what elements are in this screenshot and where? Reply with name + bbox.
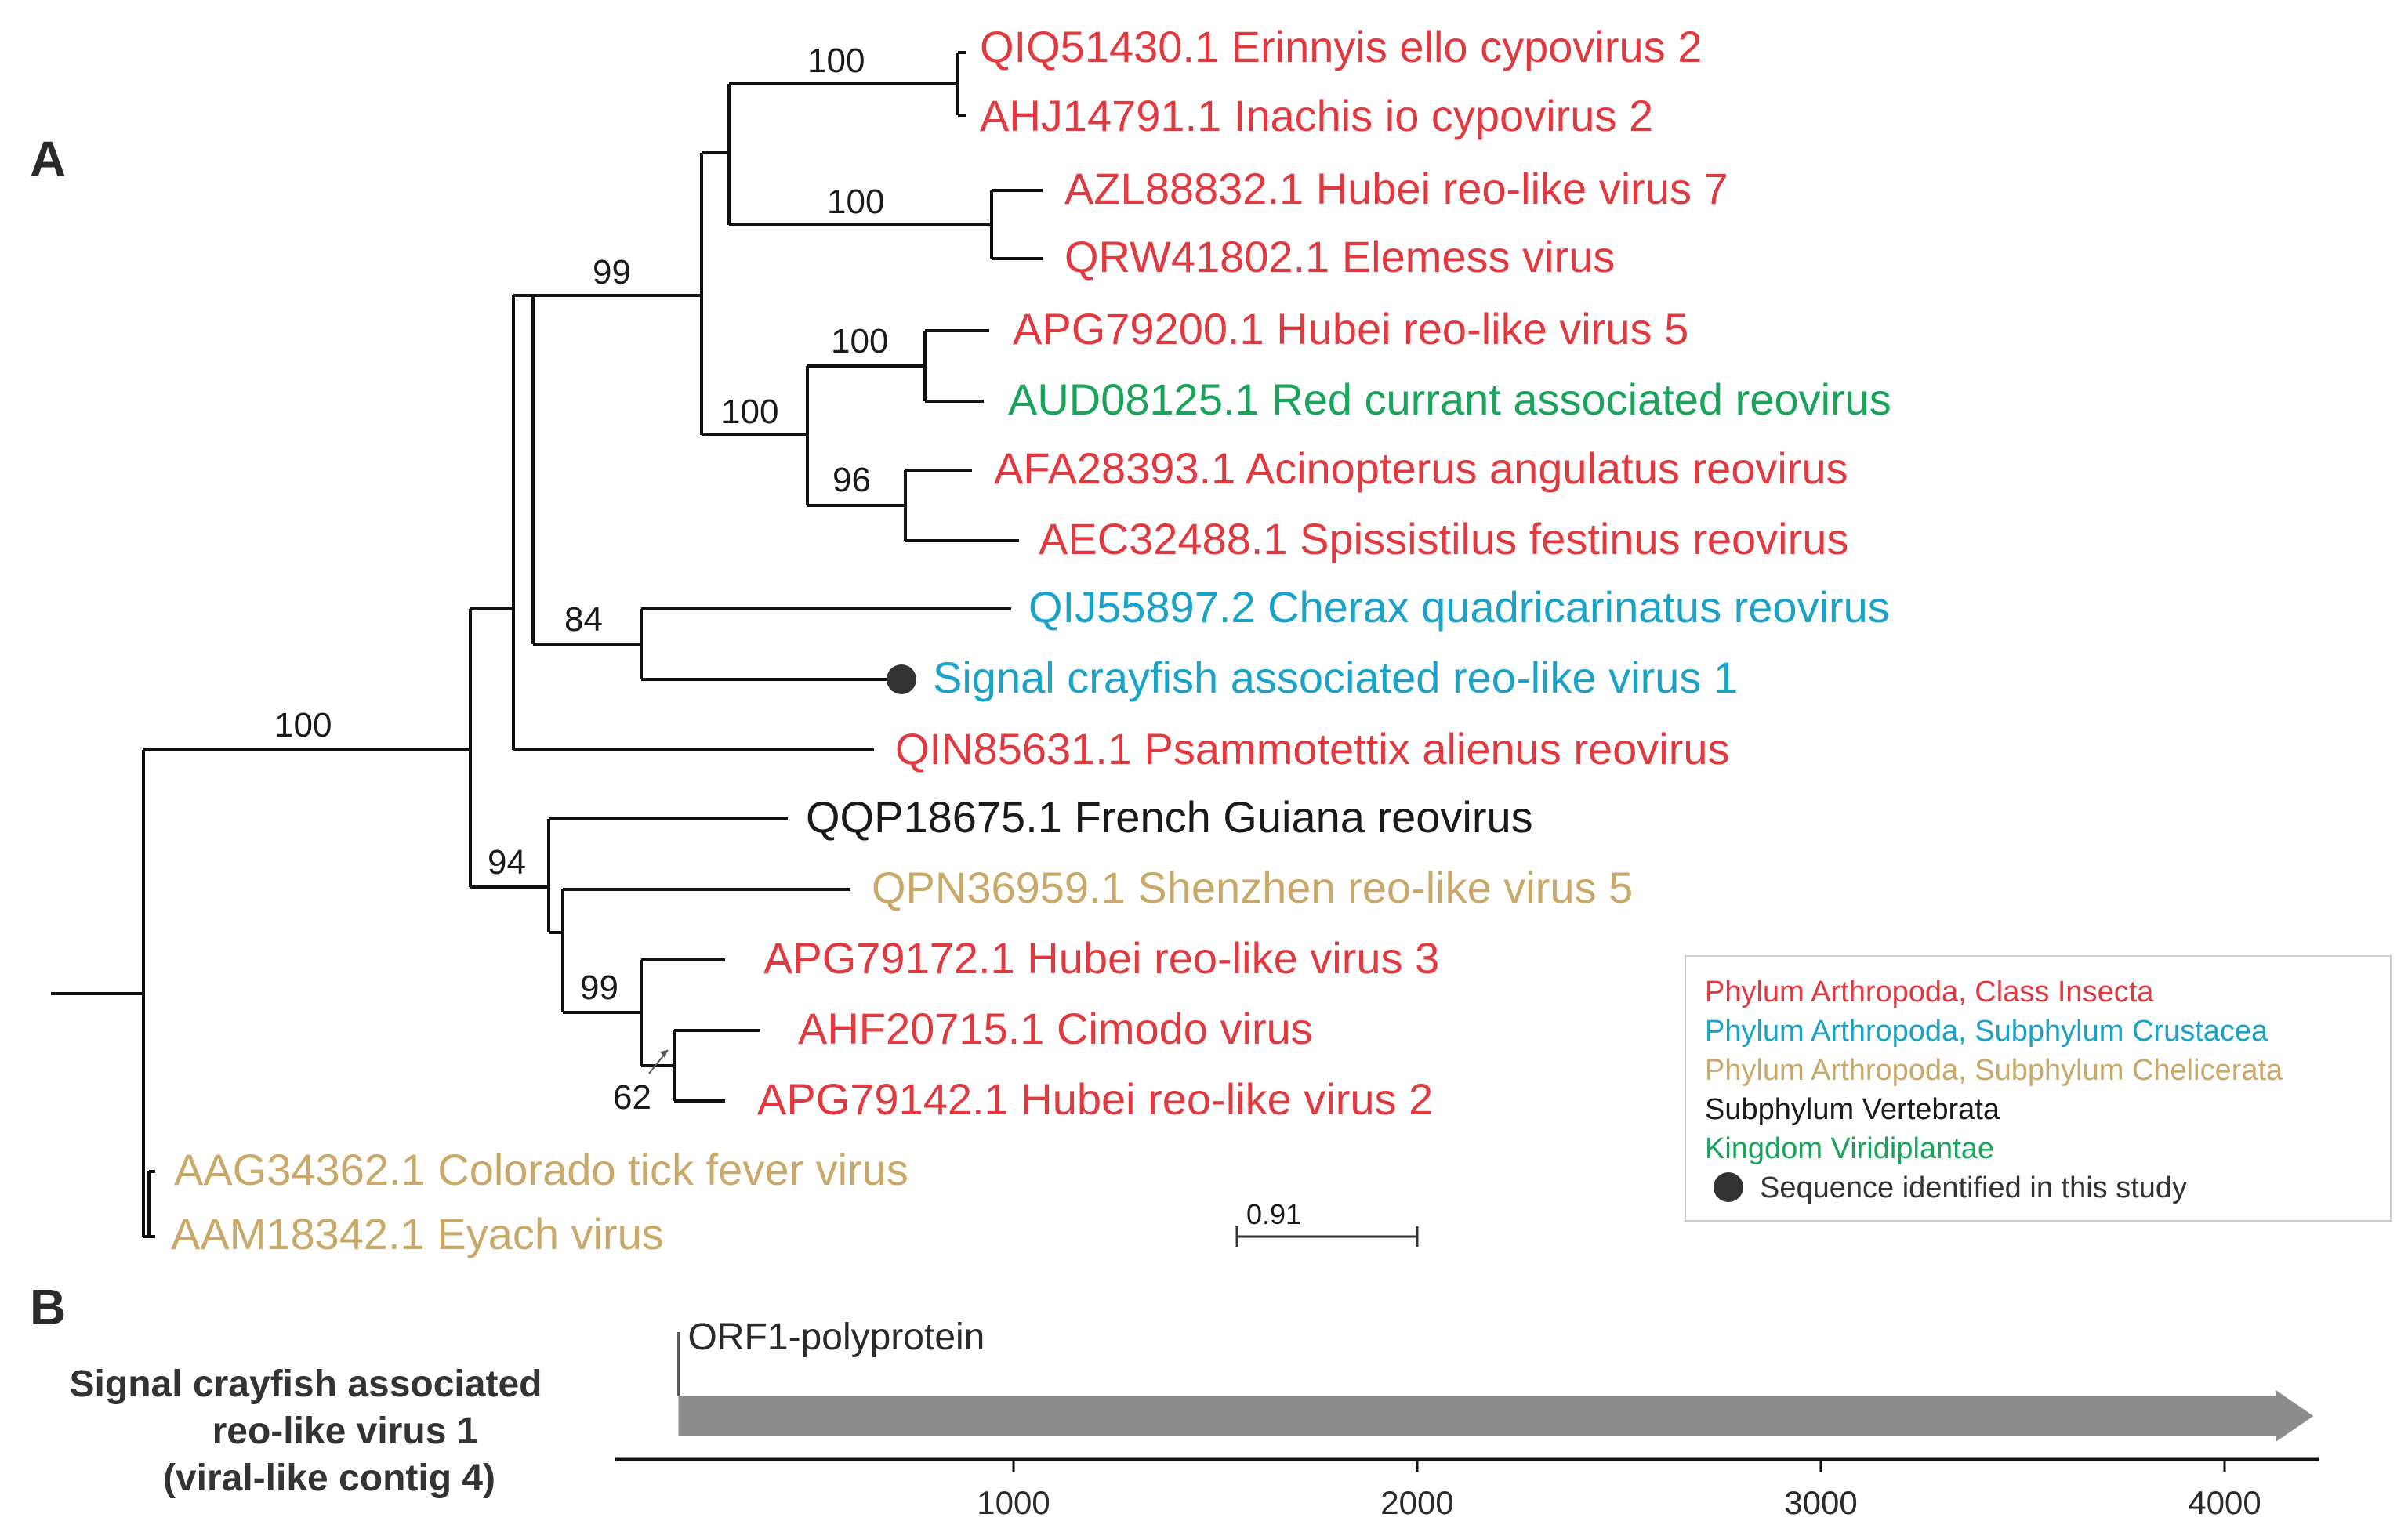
- contig-title-line: Signal crayfish associated: [70, 1363, 542, 1405]
- bootstrap-label: 100: [807, 42, 865, 80]
- bootstrap-label: 100: [721, 393, 778, 431]
- taxon-label: AAG34362.1 Colorado tick fever virus: [174, 1145, 908, 1194]
- taxon-label: QIN85631.1 Psammotettix alienus reovirus: [895, 724, 1730, 773]
- study-sequence-marker: [887, 664, 916, 694]
- taxon-label: AHJ14791.1 Inachis io cypovirus 2: [980, 91, 1653, 140]
- scale-bar: 0.91: [1235, 1198, 1419, 1247]
- taxon-label: QQP18675.1 French Guiana reovirus: [806, 792, 1533, 842]
- bootstrap-label: 99: [593, 253, 631, 292]
- taxon-label: APG79142.1 Hubei reo-like virus 2: [757, 1074, 1433, 1124]
- taxon-label: QIJ55897.2 Cherax quadricarinatus reovir…: [1028, 582, 1890, 632]
- legend-item: Phylum Arthropoda, Subphylum Crustacea: [1705, 1015, 2268, 1048]
- legend-item: Phylum Arthropoda, Class Insecta: [1705, 976, 2154, 1008]
- genome-ticks: 1000 2000 3000 4000: [977, 1459, 2261, 1521]
- taxon-label: AZL88832.1 Hubei reo-like virus 7: [1064, 164, 1728, 213]
- legend-item: Kingdom Viridiplantae: [1705, 1132, 1994, 1165]
- bootstrap-label: 100: [827, 183, 884, 221]
- bootstrap-label: 62: [613, 1078, 651, 1117]
- contig-title-line: reo-like virus 1: [212, 1410, 478, 1452]
- legend-box: [1685, 955, 2392, 1222]
- bootstrap-label: 99: [580, 969, 618, 1007]
- bootstrap-label: 100: [274, 706, 332, 744]
- panel-b-label: B: [30, 1279, 66, 1335]
- taxon-label: AHF20715.1 Cimodo virus: [798, 1004, 1313, 1053]
- bootstrap-labels: 100 100 99 100 100 96 84 100 94 99 62: [274, 42, 888, 1117]
- taxon-label: AAM18342.1 Eyach virus: [171, 1209, 664, 1258]
- axis-tick-label: 1000: [977, 1484, 1050, 1521]
- taxon-label: QIQ51430.1 Erinnyis ello cypovirus 2: [980, 22, 1702, 71]
- scale-bar-label: 0.91: [1246, 1198, 1301, 1230]
- taxon-label: Signal crayfish associated reo-like viru…: [933, 653, 1738, 702]
- panel-a-label: A: [30, 131, 66, 187]
- genome-panel: Signal crayfish associated reo-like viru…: [70, 1316, 2319, 1521]
- bootstrap-label: 96: [832, 461, 871, 499]
- taxon-label: APG79172.1 Hubei reo-like virus 3: [763, 933, 1439, 983]
- legend-marker-icon: [1714, 1172, 1743, 1202]
- taxon-label: APG79200.1 Hubei reo-like virus 5: [1013, 304, 1688, 353]
- legend-item: Subphylum Vertebrata: [1705, 1093, 2000, 1126]
- bootstrap-label: 84: [564, 600, 603, 639]
- contig-title-line: (viral-like contig 4): [163, 1458, 495, 1499]
- axis-tick-label: 4000: [2188, 1484, 2261, 1521]
- legend-item: Phylum Arthropoda, Subphylum Chelicerata: [1705, 1054, 2283, 1087]
- orf1-label: ORF1-polyprotein: [688, 1316, 985, 1358]
- taxon-label: QPN36959.1 Shenzhen reo-like virus 5: [872, 863, 1633, 912]
- axis-tick-label: 3000: [1784, 1484, 1857, 1521]
- tip-labels: QIQ51430.1 Erinnyis ello cypovirus 2 AHJ…: [171, 22, 1891, 1258]
- axis-tick-label: 2000: [1380, 1484, 1453, 1521]
- taxon-label: QRW41802.1 Elemess virus: [1064, 232, 1615, 281]
- legend: Phylum Arthropoda, Class Insecta Phylum …: [1685, 955, 2392, 1222]
- legend-marker-label: Sequence identified in this study: [1760, 1171, 2187, 1204]
- tree-branches: [51, 51, 1043, 1238]
- node62-pointer-head: [660, 1050, 668, 1058]
- taxon-label: AFA28393.1 Acinopterus angulatus reoviru…: [994, 444, 1848, 493]
- bootstrap-label: 100: [831, 322, 888, 360]
- taxon-label: AUD08125.1 Red currant associated reovir…: [1008, 375, 1891, 424]
- bootstrap-label: 94: [488, 843, 526, 882]
- taxon-label: AEC32488.1 Spissistilus festinus reoviru…: [1039, 514, 1848, 563]
- orf1-arrow: [678, 1390, 2314, 1442]
